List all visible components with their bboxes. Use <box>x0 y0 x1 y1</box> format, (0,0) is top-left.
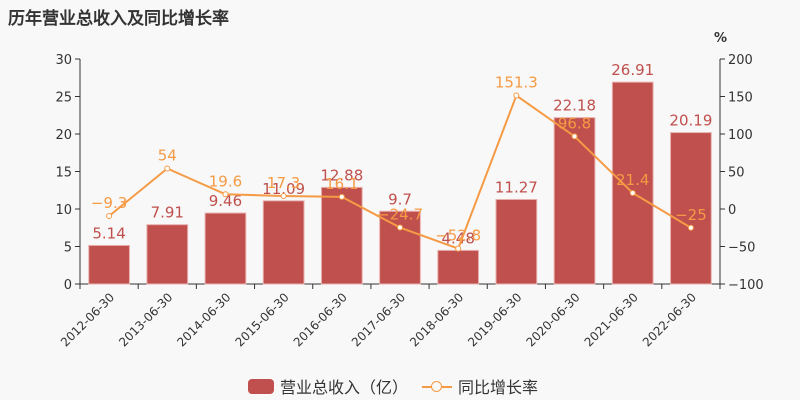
revenue-bar <box>553 117 596 285</box>
legend-bar-label[interactable]: 营业总收入（亿） <box>280 378 409 397</box>
growth-label: 54 <box>158 147 177 165</box>
legend-bar-swatch[interactable] <box>248 378 274 394</box>
x-tick-label: 2015-06-30 <box>233 290 292 349</box>
legend: 营业总收入（亿） 同比增长率 <box>248 374 538 398</box>
right-axis-unit: % <box>714 31 727 46</box>
revenue-label: 26.91 <box>611 61 654 79</box>
revenue-label: 22.18 <box>553 97 596 115</box>
growth-point <box>222 191 229 198</box>
left-tick-label: 0 <box>64 278 72 293</box>
left-tick-label: 20 <box>55 128 72 143</box>
growth-label: 17.3 <box>267 174 300 192</box>
legend-line-label[interactable]: 同比增长率 <box>458 378 539 397</box>
revenue-bar <box>611 81 654 285</box>
left-tick-label: 10 <box>55 203 72 218</box>
revenue-bar <box>495 198 538 285</box>
growth-point <box>280 193 287 200</box>
revenue-label: 5.14 <box>92 224 125 242</box>
x-tick-label: 2022-06-30 <box>640 290 699 349</box>
growth-point <box>106 212 113 219</box>
growth-label: 19.6 <box>209 172 242 190</box>
revenue-bar <box>320 186 363 285</box>
right-tick-label: 200 <box>728 53 753 68</box>
right-tick-label: 100 <box>728 128 753 143</box>
growth-label: −9.3 <box>91 194 127 212</box>
x-tick-label: 2018-06-30 <box>407 290 466 349</box>
growth-label: −25 <box>675 206 707 224</box>
growth-label: 16.1 <box>325 175 358 193</box>
x-tick-label: 2014-06-30 <box>174 290 233 349</box>
legend-line-swatch[interactable] <box>422 379 453 393</box>
growth-point <box>629 189 636 196</box>
growth-label: 21.4 <box>616 171 649 189</box>
growth-point <box>338 193 345 200</box>
growth-point <box>164 165 171 172</box>
x-tick-label: 2021-06-30 <box>582 290 641 349</box>
revenue-label: 11.27 <box>495 178 538 196</box>
revenue-label: 9.46 <box>209 192 242 210</box>
x-tick-label: 2013-06-30 <box>116 290 175 349</box>
x-tick-label: 2020-06-30 <box>523 290 582 349</box>
chart-title: 历年营业总收入及同比增长率 <box>8 9 229 29</box>
right-tick-label: 150 <box>728 91 753 106</box>
left-tick-label: 5 <box>64 241 72 256</box>
left-tick-label: 25 <box>55 91 72 106</box>
revenue-bar <box>670 132 712 285</box>
x-tick-label: 2016-06-30 <box>291 290 350 349</box>
x-tick-label: 2019-06-30 <box>465 290 524 349</box>
growth-label: 96.8 <box>558 114 591 132</box>
growth-point <box>687 224 694 231</box>
growth-point <box>513 92 520 99</box>
right-tick-label: 0 <box>728 203 736 218</box>
left-tick-label: 15 <box>55 166 72 181</box>
revenue-label: 7.91 <box>151 204 184 222</box>
revenue-bar <box>437 249 480 285</box>
right-tick-label: −100 <box>728 278 764 293</box>
growth-point <box>571 133 578 140</box>
revenue-bar <box>262 200 305 285</box>
growth-label: −24.7 <box>377 206 423 224</box>
growth-label: −52.8 <box>435 227 481 245</box>
revenue-label: 11.09 <box>262 180 305 198</box>
right-tick-label: 50 <box>728 166 745 181</box>
revenue-bar <box>88 244 130 285</box>
growth-point <box>397 224 403 231</box>
right-tick-label: −50 <box>728 241 755 256</box>
revenue-label: 9.7 <box>388 190 412 208</box>
left-tick-label: 30 <box>55 53 72 68</box>
growth-point <box>455 245 462 252</box>
revenue-bar <box>146 224 189 285</box>
x-tick-label: 2012-06-30 <box>58 290 117 349</box>
revenue-bar <box>379 210 421 285</box>
revenue-label: 4.48 <box>441 229 474 247</box>
growth-label: 151.3 <box>495 74 538 92</box>
revenue-bar <box>204 212 247 285</box>
x-tick-label: 2017-06-30 <box>349 290 408 349</box>
revenue-label: 20.19 <box>669 112 712 130</box>
revenue-label: 12.88 <box>320 166 363 184</box>
